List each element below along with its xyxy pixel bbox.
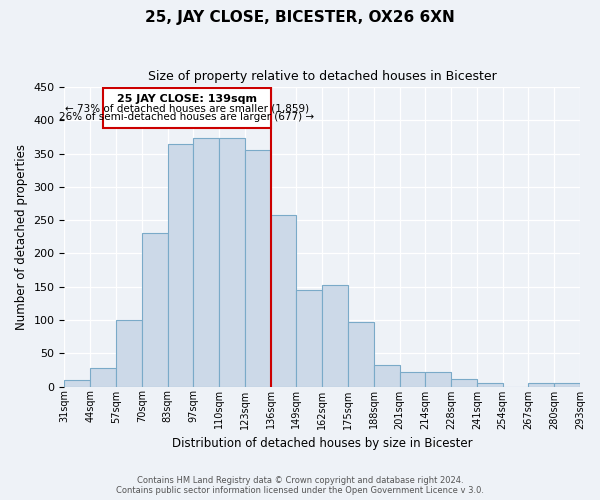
Text: 26% of semi-detached houses are larger (677) →: 26% of semi-detached houses are larger (… [59, 112, 314, 122]
Text: 25, JAY CLOSE, BICESTER, OX26 6XN: 25, JAY CLOSE, BICESTER, OX26 6XN [145, 10, 455, 25]
Text: Contains HM Land Registry data © Crown copyright and database right 2024.
Contai: Contains HM Land Registry data © Crown c… [116, 476, 484, 495]
Bar [554, 383, 580, 386]
Bar [116, 320, 142, 386]
Bar [425, 372, 451, 386]
Bar [400, 372, 425, 386]
FancyBboxPatch shape [103, 88, 271, 128]
Bar [245, 150, 271, 386]
Bar [142, 234, 167, 386]
Bar [167, 144, 193, 386]
Bar [219, 138, 245, 386]
Bar [322, 286, 348, 386]
Bar [451, 379, 477, 386]
X-axis label: Distribution of detached houses by size in Bicester: Distribution of detached houses by size … [172, 437, 473, 450]
Bar [529, 383, 554, 386]
Bar [271, 215, 296, 386]
Bar [348, 322, 374, 386]
Bar [64, 380, 90, 386]
Bar [374, 364, 400, 386]
Bar [477, 383, 503, 386]
Text: 25 JAY CLOSE: 139sqm: 25 JAY CLOSE: 139sqm [117, 94, 257, 104]
Bar [90, 368, 116, 386]
Title: Size of property relative to detached houses in Bicester: Size of property relative to detached ho… [148, 70, 497, 83]
Y-axis label: Number of detached properties: Number of detached properties [15, 144, 28, 330]
Bar [296, 290, 322, 386]
Bar [193, 138, 219, 386]
Text: ← 73% of detached houses are smaller (1,859): ← 73% of detached houses are smaller (1,… [65, 104, 309, 114]
